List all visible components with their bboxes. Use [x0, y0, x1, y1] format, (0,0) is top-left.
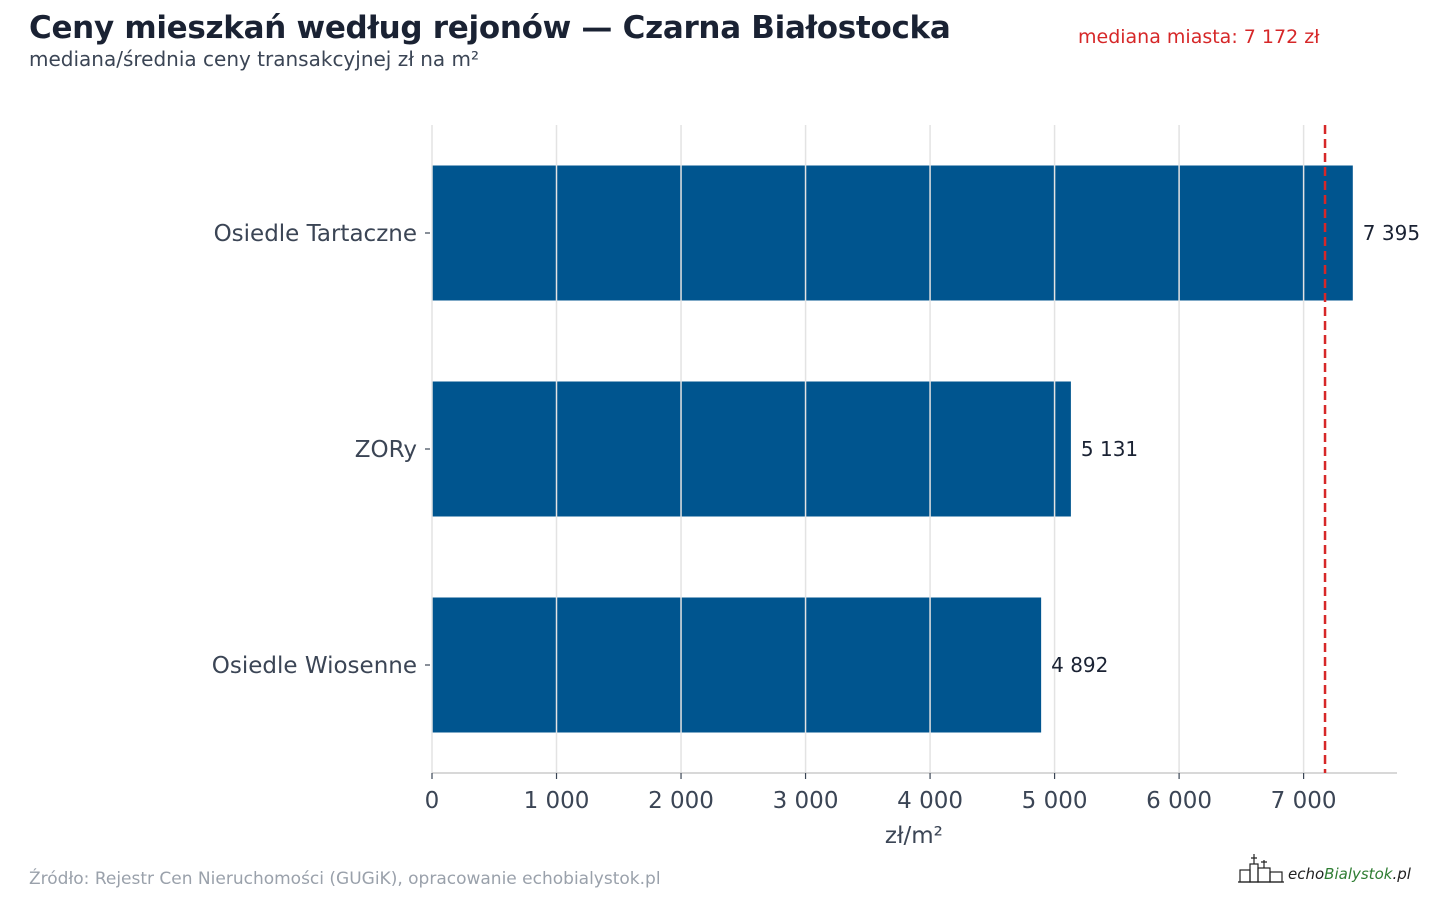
source-note: Źródło: Rejestr Cen Nieruchomości (GUGiK… — [29, 869, 661, 889]
chart-subtitle: mediana/średnia ceny transakcyjnej zł na… — [29, 47, 480, 71]
value-label-1: 5 131 — [1081, 437, 1138, 461]
x-tick-label-4: 4 000 — [897, 788, 963, 814]
city-skyline-icon — [1238, 854, 1284, 883]
category-label-2: Osiedle Wiosenne — [212, 653, 417, 679]
bar-2 — [432, 597, 1042, 733]
x-axis-title: zł/m² — [885, 823, 943, 849]
median-annotation: mediana miasta: 7 172 zł — [1078, 26, 1320, 48]
x-tick-label-2: 2 000 — [648, 788, 714, 814]
x-tick-label-7: 7 000 — [1271, 788, 1337, 814]
x-tick-label-6: 6 000 — [1146, 788, 1212, 814]
value-label-0: 7 395 — [1363, 221, 1420, 245]
bar-0 — [432, 165, 1353, 301]
category-label-1: ZORy — [355, 437, 417, 463]
x-tick-label-5: 5 000 — [1022, 788, 1088, 814]
logo-text-echo: echo — [1288, 865, 1325, 883]
bar-1 — [432, 381, 1071, 517]
category-label-0: Osiedle Tartaczne — [214, 221, 417, 247]
logo-text-bialystok: Bialystok — [1324, 865, 1393, 883]
logo-text-pl: .pl — [1392, 865, 1411, 883]
echobialystok-logo: echoBialystok.pl — [1238, 848, 1418, 888]
x-tick-label-0: 0 — [425, 788, 440, 814]
x-tick-label-1: 1 000 — [524, 788, 590, 814]
chart-title: Ceny mieszkań według rejonów — Czarna Bi… — [29, 10, 951, 46]
value-label-2: 4 892 — [1051, 653, 1108, 677]
x-tick-label-3: 3 000 — [773, 788, 839, 814]
